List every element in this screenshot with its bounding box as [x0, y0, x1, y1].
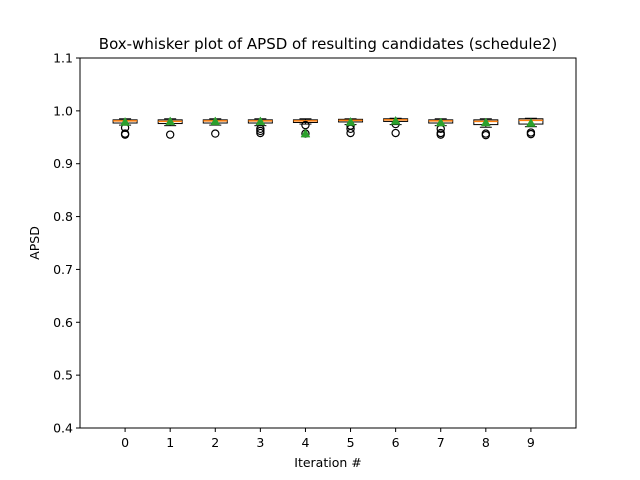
y-tick-label: 0.4 — [53, 421, 73, 436]
x-axis-label: Iteration # — [294, 455, 361, 470]
y-tick-label: 0.6 — [53, 315, 73, 330]
mean-marker — [480, 117, 491, 127]
outlier-point — [436, 128, 445, 138]
x-tick-label: 1 — [166, 435, 174, 450]
mean-marker — [255, 116, 266, 126]
box-group — [202, 116, 228, 138]
axes-frame — [79, 57, 577, 429]
y-tick-label: 1.1 — [53, 51, 73, 66]
x-tick-label: 9 — [527, 435, 535, 450]
x-tick-label: 3 — [256, 435, 264, 450]
box-group — [383, 115, 409, 138]
box-group — [157, 116, 183, 139]
outlier-point — [481, 129, 491, 138]
mean-marker — [345, 116, 356, 126]
y-tick-label: 0.9 — [53, 156, 73, 171]
box-group — [518, 117, 544, 139]
outlier-point — [211, 129, 220, 138]
outlier-point — [256, 124, 265, 134]
x-tick-label: 6 — [392, 435, 400, 450]
mean-marker — [210, 116, 221, 126]
x-tick-label: 8 — [482, 435, 490, 450]
x-tick-label: 0 — [121, 435, 129, 450]
x-tick-label: 7 — [437, 435, 445, 450]
mean-marker — [165, 116, 176, 126]
y-tick-label: 0.5 — [53, 368, 73, 383]
x-tick-label: 5 — [347, 435, 355, 450]
y-tick-label: 0.7 — [53, 262, 73, 277]
box-group — [112, 116, 138, 139]
outlier-point — [391, 128, 400, 138]
x-tick-label: 2 — [211, 435, 219, 450]
outlier-point — [165, 130, 175, 139]
plot-area — [112, 115, 544, 140]
x-tick-label: 4 — [301, 435, 309, 450]
y-axis-label: APSD — [27, 226, 42, 260]
outlier-point — [120, 129, 130, 138]
box-group — [338, 116, 364, 138]
mean-marker — [120, 116, 131, 126]
mean-marker — [525, 118, 536, 127]
y-tick-label: 1.0 — [53, 103, 73, 118]
outlier-point — [526, 128, 536, 137]
box-group — [247, 116, 273, 138]
box-group — [428, 117, 454, 139]
mean-marker — [390, 115, 401, 125]
chart-title: Box-whisker plot of APSD of resulting ca… — [99, 35, 557, 53]
box-group — [473, 117, 499, 140]
mean-marker — [435, 117, 446, 127]
y-tick-label: 0.8 — [53, 209, 73, 224]
mean-marker — [300, 128, 311, 138]
box-group — [292, 118, 318, 138]
